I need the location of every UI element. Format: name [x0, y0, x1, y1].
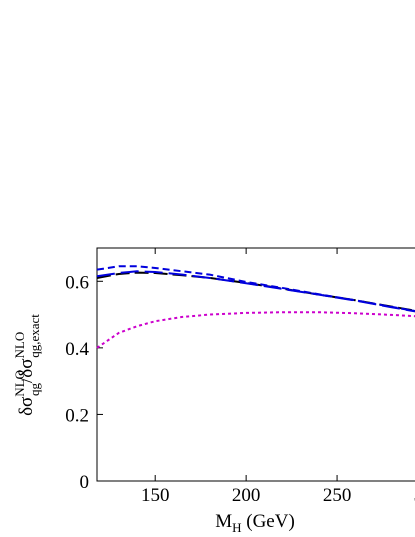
series-line [96, 311, 415, 349]
x-tick-label: 150 [141, 485, 170, 506]
series-line [96, 271, 415, 312]
y-tick-label: 0.4 [65, 339, 89, 360]
y-tick-label: 0.2 [65, 405, 89, 426]
plot-frame [96, 247, 415, 482]
y-tick-label: 0 [80, 472, 90, 493]
x-axis-label: MH (GeV) [215, 511, 295, 535]
series-line [96, 270, 415, 313]
x-tick-label: 200 [232, 485, 261, 506]
y-tick-label: 0.6 [65, 272, 89, 293]
y-axis-label: δσNLOqg/δσNLOqg,exact [12, 314, 42, 416]
x-tick-label: 300 [414, 485, 415, 506]
x-tick-label: 250 [323, 485, 352, 506]
